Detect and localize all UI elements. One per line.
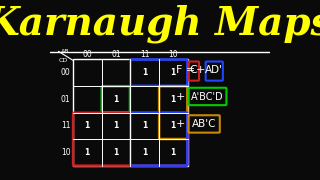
Text: 1: 1 <box>113 148 118 157</box>
Text: F =: F = <box>176 65 195 75</box>
Text: 1: 1 <box>84 148 90 157</box>
Bar <box>73 59 188 166</box>
Text: 1: 1 <box>171 68 176 77</box>
Text: 1: 1 <box>171 121 176 130</box>
Text: 00: 00 <box>61 68 70 77</box>
Text: 1: 1 <box>84 121 90 130</box>
Text: +: + <box>196 65 205 75</box>
Text: 01: 01 <box>61 95 70 104</box>
Text: 1: 1 <box>142 148 147 157</box>
Text: 1: 1 <box>171 148 176 157</box>
Text: C: C <box>190 65 197 75</box>
Text: +: + <box>176 119 185 129</box>
Text: Karnaugh Maps: Karnaugh Maps <box>0 5 320 43</box>
Text: 1: 1 <box>113 121 118 130</box>
Text: 00: 00 <box>82 50 92 59</box>
Text: 11: 11 <box>61 121 70 130</box>
Text: 11: 11 <box>140 50 149 59</box>
Text: 01: 01 <box>111 50 121 59</box>
Text: +: + <box>176 92 185 102</box>
Text: 10: 10 <box>61 148 70 157</box>
Text: CD: CD <box>59 58 68 63</box>
Text: 1: 1 <box>142 121 147 130</box>
Text: 1: 1 <box>113 95 118 104</box>
Text: 1: 1 <box>171 95 176 104</box>
Text: A'BC'D: A'BC'D <box>191 92 224 102</box>
Text: AD': AD' <box>205 65 223 75</box>
Text: 1: 1 <box>142 68 147 77</box>
Text: AB: AB <box>61 49 70 54</box>
Text: AB'C: AB'C <box>192 119 216 129</box>
Text: 10: 10 <box>168 50 178 59</box>
